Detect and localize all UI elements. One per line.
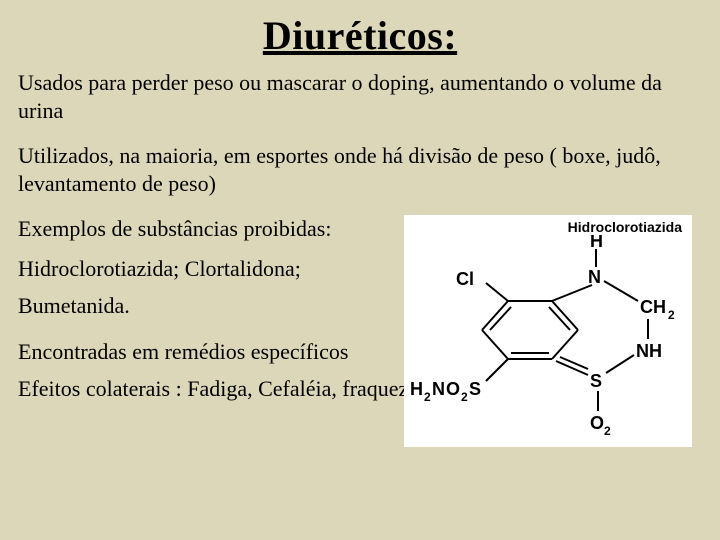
atom-h-top: H: [590, 235, 603, 251]
atom-ch2-c: CH: [640, 297, 666, 317]
atom-h2no2s-s: S: [469, 379, 481, 399]
content-two-col: Hidroclorotiazida Cl H 2 N O 2 S: [18, 215, 702, 365]
para-examples-heading: Exemplos de substâncias proibidas:: [18, 215, 398, 243]
para-sports: Utilizados, na maioria, em esportes onde…: [18, 142, 702, 197]
atom-h2no2s-o: O: [446, 379, 460, 399]
atom-ch2-sub: 2: [668, 308, 675, 322]
atom-s-bottom: S: [590, 371, 602, 391]
chemical-structure-box: Hidroclorotiazida Cl H 2 N O 2 S: [404, 215, 692, 447]
atom-o2-sub: 2: [604, 424, 611, 438]
para-found-in: Encontradas em remédios específicos: [18, 338, 398, 366]
para-usage: Usados para perder peso ou mascarar o do…: [18, 69, 702, 124]
atom-h2no2s-sub2a: 2: [424, 390, 431, 404]
para-examples-list2: Bumetanida.: [18, 292, 398, 320]
atom-h2no2s-n: N: [432, 379, 445, 399]
atom-cl: Cl: [456, 269, 474, 289]
page-title: Diuréticos:: [18, 12, 702, 59]
atom-o2-o: O: [590, 413, 604, 433]
atom-h2no2s-sub2b: 2: [461, 390, 468, 404]
atom-h2no2s-h: H: [410, 379, 423, 399]
chemical-name-label: Hidroclorotiazida: [568, 219, 682, 235]
atom-nh: NH: [636, 341, 662, 361]
atom-n-top: N: [588, 267, 601, 287]
para-examples-list1: Hidroclorotiazida; Clortalidona;: [18, 255, 398, 283]
chemical-structure-diagram: Cl H 2 N O 2 S N H CH 2 NH S: [404, 235, 692, 447]
left-text-column: Exemplos de substâncias proibidas: Hidro…: [18, 215, 398, 365]
